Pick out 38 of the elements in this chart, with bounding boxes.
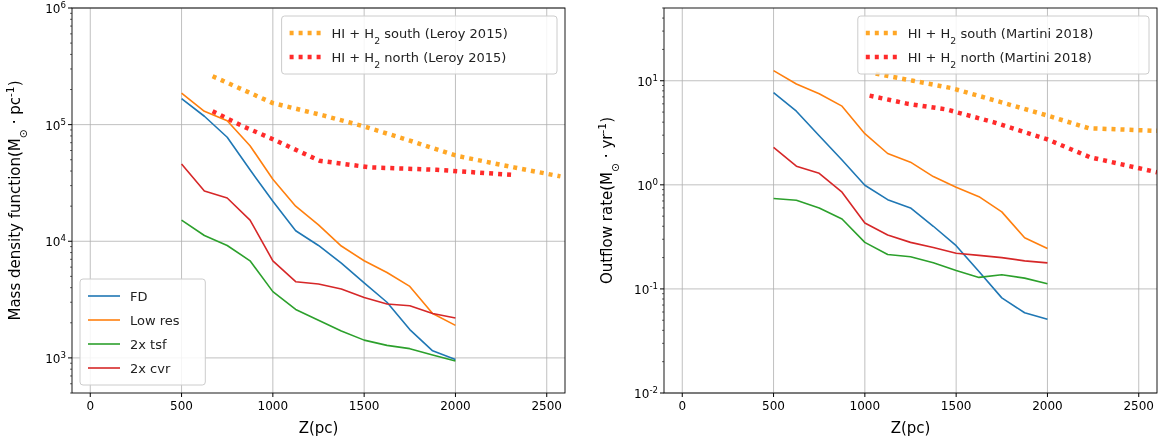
x-tick-label: 500 [762,399,786,413]
x-tick-label: 2000 [1032,399,1063,413]
legend-label: 2x tsf [130,336,167,352]
x-tick-label: 1000 [849,399,881,413]
x-tick-label: 1000 [257,399,289,413]
legend-label: HI + H$_{2}$ south (Leroy 2015) [331,25,508,45]
x-axis-title: Z(pc) [298,419,339,437]
legend-label: HI + H$_{2}$ south (Martini 2018) [907,25,1094,45]
x-tick-label: 1500 [348,399,380,413]
y-tick-label: 10$^{5}$ [45,116,66,133]
y-tick-label: 10$^{6}$ [45,0,66,16]
legend-label: Low res [130,312,180,328]
line-series [772,69,1049,250]
legend-label: 2x cvr [130,360,171,376]
line-series [210,73,563,179]
x-tick-label: 0 [678,399,687,413]
line-series [772,91,1049,321]
y-tick-label: 10$^{3}$ [45,349,66,366]
line-series [772,146,1049,264]
x-tick-label: 0 [86,399,95,413]
x-tick-label: 2000 [440,399,471,413]
x-tick-label: 2500 [1123,399,1155,413]
x-axis-title: Z(pc) [890,419,931,437]
x-tick-label: 2500 [531,399,563,413]
x-tick-label: 500 [170,399,194,413]
line-series [180,163,457,319]
line-series [867,93,1157,175]
x-tick-label: 1500 [940,399,972,413]
y-tick-label: 10$^{1}$ [637,72,658,89]
legend-label: HI + H$_{2}$ north (Leroy 2015) [331,49,507,69]
y-tick-label: 10$^{0}$ [637,176,658,193]
legend-label: HI + H$_{2}$ north (Martini 2018) [907,49,1092,69]
y-tick-label: 10$^{-2}$ [634,385,658,401]
y-tick-label: 10$^{-1}$ [634,280,658,297]
line-series [772,197,1049,285]
y-tick-label: 10$^{4}$ [45,233,66,250]
line-series [180,219,457,362]
legend-label: FD [130,288,148,304]
